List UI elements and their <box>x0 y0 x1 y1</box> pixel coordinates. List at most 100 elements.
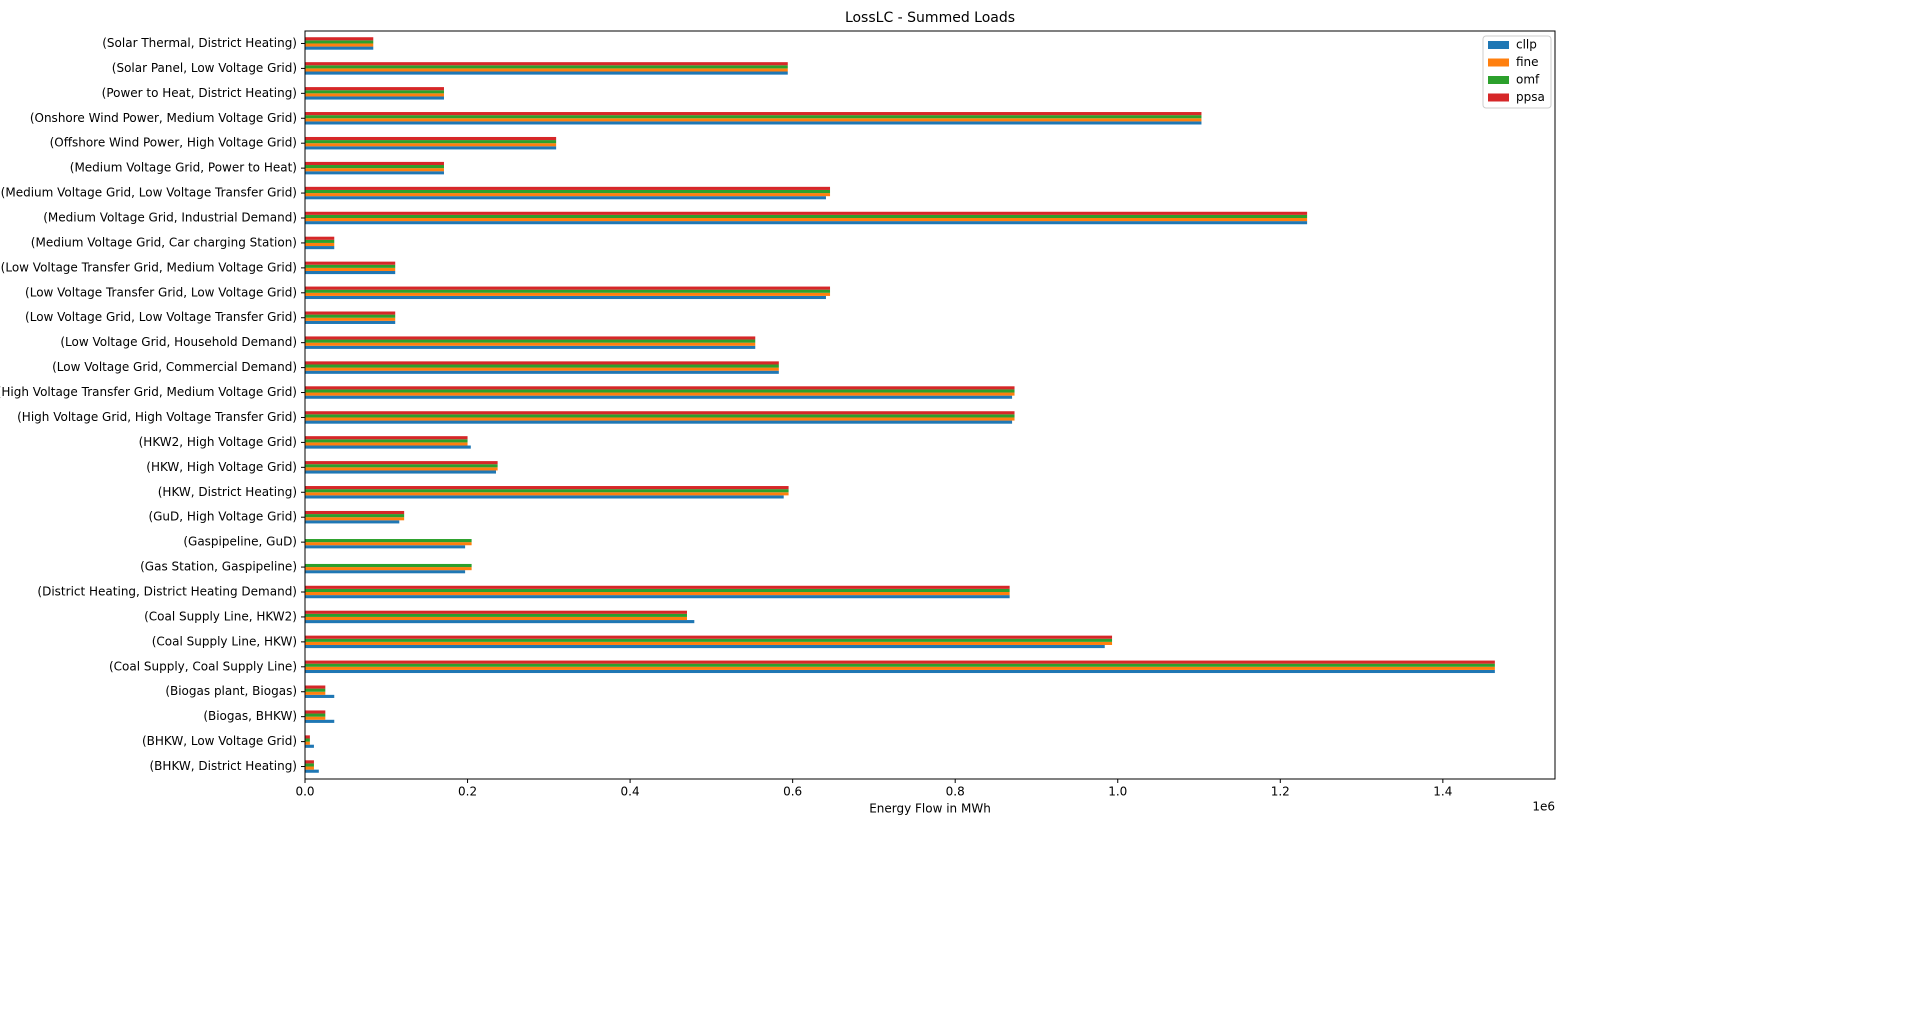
bar <box>305 442 468 446</box>
y-tick-label: (Low Voltage Transfer Grid, Low Voltage … <box>25 285 297 299</box>
bar <box>305 585 1010 589</box>
bar <box>305 616 687 621</box>
bar <box>305 236 335 240</box>
bar <box>305 436 468 440</box>
bar <box>305 336 756 340</box>
y-tick-label: (HKW2, High Voltage Grid) <box>139 435 297 449</box>
chart-title: LossLC - Summed Loads <box>845 10 1015 26</box>
bar <box>305 112 1202 116</box>
bar <box>305 716 326 720</box>
x-axis-label: Energy Flow in MWh <box>869 802 991 816</box>
bar <box>305 342 756 346</box>
bar <box>305 71 788 75</box>
bar <box>305 691 326 695</box>
bar <box>305 489 789 493</box>
y-tick-label: (Coal Supply, Coal Supply Line) <box>109 659 297 673</box>
y-tick-label: (Low Voltage Grid, Household Demand) <box>60 335 297 349</box>
bar <box>305 769 319 773</box>
bar <box>305 411 1015 415</box>
bar <box>305 660 1495 664</box>
legend-label: cllp <box>1516 38 1537 52</box>
bar <box>305 361 779 365</box>
bar <box>305 214 1308 218</box>
bar <box>305 370 779 374</box>
legend-label: fine <box>1516 55 1539 69</box>
bar <box>305 713 326 717</box>
bar <box>305 311 396 315</box>
bar <box>305 270 396 275</box>
bar <box>305 638 1113 642</box>
x-tick-label: 0.6 <box>783 785 802 799</box>
bar <box>305 267 396 271</box>
bar <box>305 635 1113 639</box>
bar <box>305 345 756 349</box>
plot-frame <box>304 30 1556 780</box>
bar <box>305 520 400 524</box>
y-tick-label: (Coal Supply Line, HKW2) <box>144 609 297 623</box>
bar <box>305 744 314 748</box>
bar <box>305 710 326 714</box>
bar <box>305 292 831 296</box>
y-tick-label: (Medium Voltage Grid, Industrial Demand) <box>43 211 297 225</box>
y-tick-label: (Biogas, BHKW) <box>203 709 297 723</box>
x-tick-label: 1.0 <box>1108 785 1127 799</box>
bar <box>305 171 444 175</box>
bar <box>305 694 335 698</box>
bar <box>305 68 788 72</box>
bar <box>305 87 444 91</box>
bar <box>305 43 374 47</box>
y-tick-label: (Medium Voltage Grid, Car charging Stati… <box>31 235 297 249</box>
bar <box>305 386 1015 390</box>
legend-label: omf <box>1516 73 1540 87</box>
y-tick-label: (Gas Station, Gaspipeline) <box>140 560 297 574</box>
y-tick-label: (Gaspipeline, GuD) <box>183 535 297 549</box>
bar <box>305 90 444 94</box>
bar <box>305 392 1015 396</box>
y-tick-label: (District Heating, District Heating Dema… <box>37 585 297 599</box>
bar <box>305 186 831 190</box>
y-tick-label: (Solar Thermal, District Heating) <box>102 36 297 50</box>
bar <box>305 420 1013 424</box>
y-tick-label: (HKW, District Heating) <box>158 485 297 499</box>
bar <box>305 663 1495 667</box>
bar <box>305 246 335 250</box>
y-tick-label: (BHKW, District Heating) <box>150 759 298 773</box>
bar <box>305 464 498 468</box>
bar <box>305 121 1202 125</box>
y-tick-label: (Offshore Wind Power, High Voltage Grid) <box>50 136 297 150</box>
bar <box>305 641 1113 645</box>
bar <box>305 719 335 723</box>
bar <box>305 264 396 268</box>
bar <box>305 261 396 265</box>
bar <box>305 688 326 692</box>
bar <box>305 567 472 571</box>
bar <box>305 196 826 200</box>
bar <box>305 115 1202 119</box>
bar <box>305 495 784 499</box>
y-tick-label: (High Voltage Grid, High Voltage Transfe… <box>17 410 297 424</box>
bar <box>305 96 444 100</box>
y-tick-label: (GuD, High Voltage Grid) <box>148 510 297 524</box>
bar <box>305 193 831 197</box>
bar <box>305 93 444 97</box>
bar <box>305 445 471 449</box>
bar <box>305 143 557 147</box>
y-tick-label: (Medium Voltage Grid, Low Voltage Transf… <box>1 186 297 200</box>
y-tick-label: (Onshore Wind Power, Medium Voltage Grid… <box>30 111 297 125</box>
bar <box>305 37 374 41</box>
y-tick-label: (Low Voltage Grid, Commercial Demand) <box>52 360 297 374</box>
x-tick-label: 0.2 <box>458 785 477 799</box>
legend-swatch <box>1488 76 1509 84</box>
bar <box>305 613 687 617</box>
x-tick-label: 0.4 <box>621 785 640 799</box>
bar <box>305 610 687 614</box>
x-tick-label: 0.8 <box>946 785 965 799</box>
bar <box>305 439 468 443</box>
bar <box>305 760 314 764</box>
legend-box <box>1482 35 1552 109</box>
bar <box>305 211 1308 215</box>
bar <box>305 539 472 543</box>
bar <box>305 563 472 568</box>
bar <box>305 140 557 144</box>
